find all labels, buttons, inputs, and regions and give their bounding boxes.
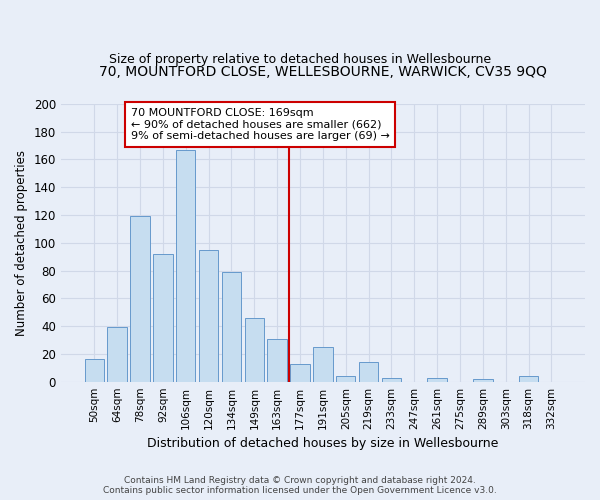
Bar [107, 328, 127, 382]
Y-axis label: Number of detached properties: Number of detached properties [15, 150, 28, 336]
Text: Size of property relative to detached houses in Wellesbourne: Size of property relative to detached ho… [109, 52, 491, 66]
Bar [519, 376, 538, 382]
Bar [359, 362, 379, 382]
Title: 70, MOUNTFORD CLOSE, WELLESBOURNE, WARWICK, CV35 9QQ: 70, MOUNTFORD CLOSE, WELLESBOURNE, WARWI… [99, 65, 547, 79]
Bar [427, 378, 447, 382]
Bar [382, 378, 401, 382]
X-axis label: Distribution of detached houses by size in Wellesbourne: Distribution of detached houses by size … [147, 437, 499, 450]
Text: Contains HM Land Registry data © Crown copyright and database right 2024.
Contai: Contains HM Land Registry data © Crown c… [103, 476, 497, 495]
Bar [290, 364, 310, 382]
Bar [313, 347, 332, 382]
Bar [473, 379, 493, 382]
Text: 70 MOUNTFORD CLOSE: 169sqm
← 90% of detached houses are smaller (662)
9% of semi: 70 MOUNTFORD CLOSE: 169sqm ← 90% of deta… [131, 108, 390, 141]
Bar [153, 254, 173, 382]
Bar [85, 360, 104, 382]
Bar [245, 318, 264, 382]
Bar [130, 216, 150, 382]
Bar [268, 338, 287, 382]
Bar [336, 376, 355, 382]
Bar [176, 150, 196, 382]
Bar [222, 272, 241, 382]
Bar [199, 250, 218, 382]
